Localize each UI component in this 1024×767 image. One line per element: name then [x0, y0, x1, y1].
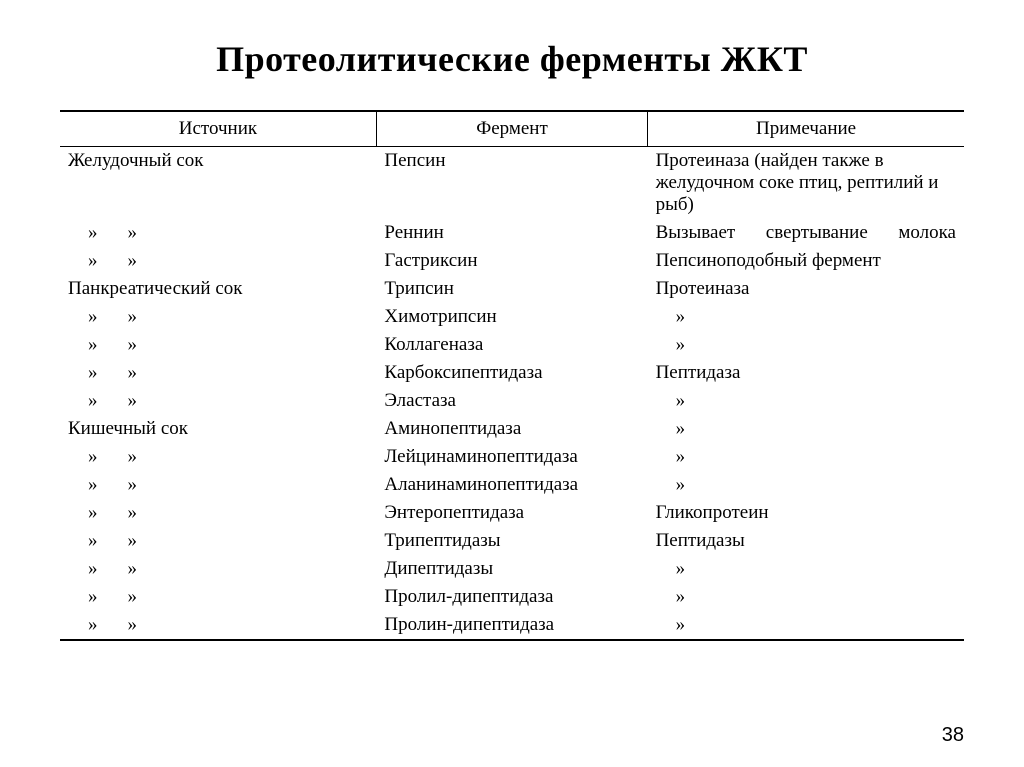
ditto-mark: »»	[68, 558, 168, 580]
cell-enzyme: Карбоксипептидаза	[376, 359, 647, 387]
cell-source: Кишечный сок	[60, 415, 376, 443]
table-row: »» РеннинВызывает свертывание молока	[60, 219, 964, 247]
ditto-mark: »»	[68, 614, 168, 636]
cell-enzyme: Аминопептидаза	[376, 415, 647, 443]
cell-note: »	[648, 415, 964, 443]
ditto-mark: »»	[68, 530, 168, 552]
page-title: Протеолитические ферменты ЖКТ	[60, 38, 964, 80]
cell-enzyme: Реннин	[376, 219, 647, 247]
enzymes-table: Источник Фермент Примечание Желудочный с…	[60, 110, 964, 641]
cell-enzyme: Эластаза	[376, 387, 647, 415]
cell-note: »	[648, 583, 964, 611]
ditto-mark: »	[656, 558, 686, 579]
table-row: »» ГастриксинПепсиноподобный фермент	[60, 247, 964, 275]
ditto-mark: »»	[68, 306, 168, 328]
ditto-mark: »»	[68, 390, 168, 412]
cell-source: »»	[60, 303, 376, 331]
cell-note: »	[648, 611, 964, 640]
cell-source: »»	[60, 499, 376, 527]
ditto-mark: »	[656, 446, 686, 467]
cell-enzyme: Трипептидазы	[376, 527, 647, 555]
cell-enzyme: Энтеропептидаза	[376, 499, 647, 527]
table-row: »» Дипептидазы »	[60, 555, 964, 583]
cell-source: Желудочный сок	[60, 147, 376, 220]
cell-enzyme: Химотрипсин	[376, 303, 647, 331]
cell-enzyme: Дипептидазы	[376, 555, 647, 583]
cell-source: »»	[60, 443, 376, 471]
ditto-mark: »»	[68, 362, 168, 384]
ditto-mark: »»	[68, 474, 168, 496]
slide: Протеолитические ферменты ЖКТ Источник Ф…	[0, 0, 1024, 767]
col-header-note: Примечание	[648, 111, 964, 147]
cell-source: Панкреатический сок	[60, 275, 376, 303]
table-row: »» ТрипептидазыПептидазы	[60, 527, 964, 555]
cell-note: Пепсиноподобный фермент	[648, 247, 964, 275]
table-row: Желудочный сокПепсинПротеиназа (найден т…	[60, 147, 964, 220]
cell-note: »	[648, 555, 964, 583]
cell-note: Пептидазы	[648, 527, 964, 555]
table-row: »» Лейцинаминопептидаза »	[60, 443, 964, 471]
cell-enzyme: Пролил-дипептидаза	[376, 583, 647, 611]
cell-source: »»	[60, 583, 376, 611]
cell-enzyme: Коллагеназа	[376, 331, 647, 359]
ditto-mark: »	[656, 614, 686, 635]
ditto-mark: »»	[68, 334, 168, 356]
cell-enzyme: Пролин-дипептидаза	[376, 611, 647, 640]
cell-source: »»	[60, 219, 376, 247]
cell-source: »»	[60, 387, 376, 415]
table-row: »» Эластаза »	[60, 387, 964, 415]
table-row: »» Химотрипсин »	[60, 303, 964, 331]
cell-source: »»	[60, 247, 376, 275]
cell-source: »»	[60, 331, 376, 359]
cell-source: »»	[60, 611, 376, 640]
cell-note: Протеиназа (найден также в желудочном со…	[648, 147, 964, 220]
table-header-row: Источник Фермент Примечание	[60, 111, 964, 147]
table-row: »» ЭнтеропептидазаГликопротеин	[60, 499, 964, 527]
ditto-mark: »»	[68, 586, 168, 608]
cell-source: »»	[60, 527, 376, 555]
cell-note: »	[648, 387, 964, 415]
table-row: »» Пролин-дипептидаза »	[60, 611, 964, 640]
cell-enzyme: Трипсин	[376, 275, 647, 303]
ditto-mark: »	[656, 418, 686, 439]
cell-source: »»	[60, 471, 376, 499]
cell-enzyme: Пепсин	[376, 147, 647, 220]
table-row: »» Коллагеназа »	[60, 331, 964, 359]
ditto-mark: »	[656, 306, 686, 327]
table-row: »» Аланинаминопептидаза »	[60, 471, 964, 499]
page-number: 38	[942, 724, 964, 747]
ditto-mark: »»	[68, 250, 168, 272]
cell-note: Протеиназа	[648, 275, 964, 303]
cell-source: »»	[60, 359, 376, 387]
ditto-mark: »»	[68, 502, 168, 524]
cell-note: »	[648, 443, 964, 471]
col-header-source: Источник	[60, 111, 376, 147]
cell-source: »»	[60, 555, 376, 583]
table-row: Кишечный сокАминопептидаза »	[60, 415, 964, 443]
cell-note: Вызывает свертывание молока	[648, 219, 964, 247]
cell-note: Пептидаза	[648, 359, 964, 387]
cell-enzyme: Аланинаминопептидаза	[376, 471, 647, 499]
cell-note: »	[648, 331, 964, 359]
col-header-enzyme: Фермент	[376, 111, 647, 147]
cell-note: »	[648, 471, 964, 499]
cell-note: Гликопротеин	[648, 499, 964, 527]
ditto-mark: »	[656, 586, 686, 607]
ditto-mark: »	[656, 390, 686, 411]
ditto-mark: »	[656, 334, 686, 355]
ditto-mark: »»	[68, 222, 168, 244]
cell-enzyme: Лейцинаминопептидаза	[376, 443, 647, 471]
table-row: Панкреатический сокТрипсинПротеиназа	[60, 275, 964, 303]
table-row: »» КарбоксипептидазаПептидаза	[60, 359, 964, 387]
cell-note: »	[648, 303, 964, 331]
ditto-mark: »	[656, 474, 686, 495]
cell-enzyme: Гастриксин	[376, 247, 647, 275]
table-row: »» Пролил-дипептидаза »	[60, 583, 964, 611]
ditto-mark: »»	[68, 446, 168, 468]
